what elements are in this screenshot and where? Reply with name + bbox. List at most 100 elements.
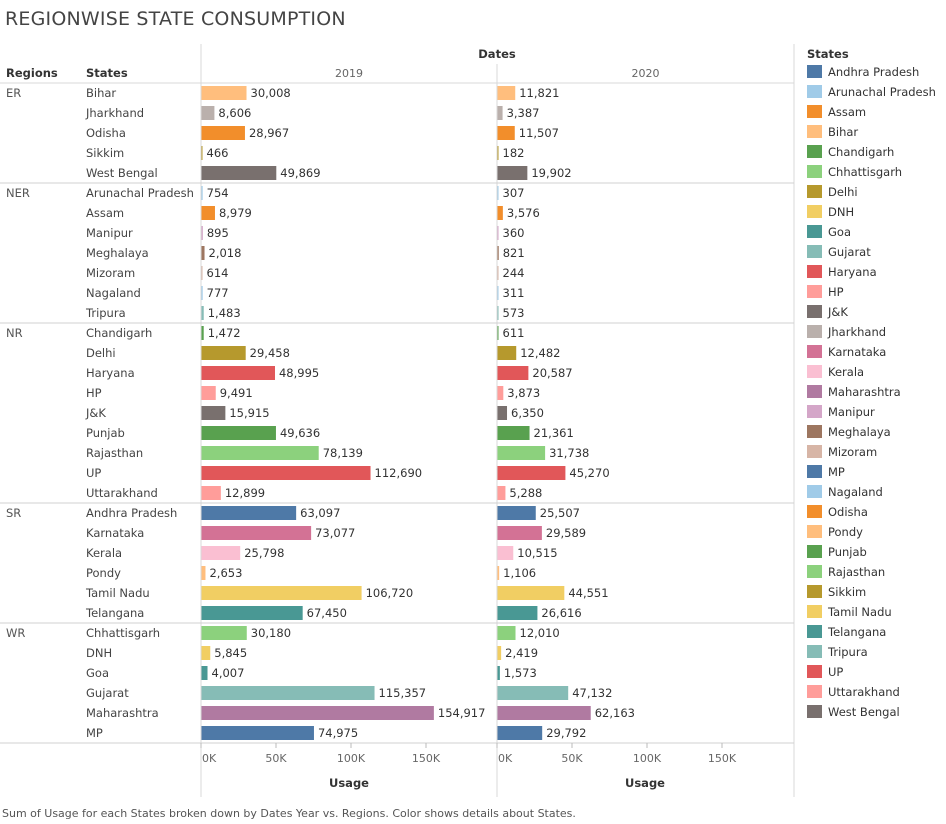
legend-item-bihar: Bihar — [828, 125, 858, 139]
value-label-tripura-2019: 1,483 — [208, 306, 241, 320]
bar-telangana-2019 — [201, 606, 303, 620]
legend-swatch-chandigarh — [807, 145, 822, 158]
bar-maharashtra-2019 — [201, 706, 434, 720]
legend-swatch-bihar — [807, 125, 822, 138]
state-label-uttarakhand: Uttarakhand — [86, 486, 158, 500]
legend-item-chandigarh: Chandigarh — [828, 145, 894, 159]
state-label-dnh: DNH — [86, 646, 112, 660]
bar-andhra-pradesh-2019 — [201, 506, 297, 520]
legend-item-assam: Assam — [828, 105, 866, 119]
bar-goa-2020 — [497, 666, 500, 680]
legend-swatch-uttarakhand — [807, 685, 822, 698]
value-label-tripura-2020: 573 — [503, 306, 525, 320]
bar-bihar-2019 — [201, 86, 247, 100]
legend-swatch-karnataka — [807, 345, 822, 358]
bar-gujarat-2020 — [497, 686, 569, 700]
state-label-haryana: Haryana — [86, 366, 135, 380]
value-label-haryana-2020: 20,587 — [532, 366, 572, 380]
legend-item-andhra-pradesh: Andhra Pradesh — [828, 65, 919, 79]
legend-item-up: UP — [828, 665, 843, 679]
value-label-arunachal-pradesh-2019: 754 — [207, 186, 229, 200]
value-label-sikkim-2020: 182 — [503, 146, 525, 160]
bar-sikkim-2019 — [201, 146, 203, 160]
value-label-maharashtra-2019: 154,917 — [438, 706, 486, 720]
value-label-bihar-2020: 11,821 — [519, 86, 559, 100]
x-tick-label-2019-1: 50K — [265, 752, 287, 765]
x-tick-label-2019-0: 0K — [202, 752, 217, 765]
value-label-rajasthan-2019: 78,139 — [323, 446, 363, 460]
value-label-andhra-pradesh-2019: 63,097 — [300, 506, 340, 520]
legend-swatch-punjab — [807, 545, 822, 558]
legend-item-uttarakhand: Uttarakhand — [828, 685, 900, 699]
state-label-nagaland: Nagaland — [86, 286, 141, 300]
legend-item-mp: MP — [828, 465, 845, 479]
legend-swatch-rajasthan — [807, 565, 822, 578]
value-label-goa-2019: 4,007 — [212, 666, 245, 680]
value-label-punjab-2019: 49,636 — [280, 426, 320, 440]
value-label-kerala-2019: 25,798 — [244, 546, 284, 560]
value-label-meghalaya-2019: 2,018 — [209, 246, 242, 260]
legend-swatch-assam — [807, 105, 822, 118]
legend-item-tripura: Tripura — [827, 645, 868, 659]
x-tick-label-2020-3: 150K — [708, 752, 737, 765]
state-label-goa: Goa — [86, 666, 109, 680]
state-label-mizoram: Mizoram — [86, 266, 135, 280]
bar-mp-2019 — [201, 726, 314, 740]
legend-swatch-kerala — [807, 365, 822, 378]
legend-item-rajasthan: Rajasthan — [828, 565, 885, 579]
legend-swatch-arunachal-pradesh — [807, 85, 822, 98]
bar-chandigarh-2019 — [201, 326, 204, 340]
legend-item-pondy: Pondy — [828, 525, 863, 539]
year-header-2020: 2020 — [632, 67, 660, 80]
value-label-manipur-2020: 360 — [503, 226, 525, 240]
legend-item-odisha: Odisha — [828, 505, 868, 519]
region-label-ner: NER — [6, 186, 30, 200]
value-label-jandk-2020: 6,350 — [511, 406, 544, 420]
legend-item-maharashtra: Maharashtra — [828, 385, 901, 399]
bar-andhra-pradesh-2020 — [497, 506, 536, 520]
bar-meghalaya-2019 — [201, 246, 205, 260]
value-label-mizoram-2019: 614 — [207, 266, 229, 280]
bar-manipur-2019 — [201, 226, 203, 240]
legend-swatch-jandk — [807, 305, 822, 318]
bar-bihar-2020 — [497, 86, 516, 100]
legend-swatch-gujarat — [807, 245, 822, 258]
legend-item-goa: Goa — [828, 225, 851, 239]
bar-up-2020 — [497, 466, 566, 480]
bar-mizoram-2019 — [201, 266, 203, 280]
region-label-wr: WR — [6, 626, 25, 640]
state-label-delhi: Delhi — [86, 346, 116, 360]
region-label-sr: SR — [6, 506, 21, 520]
legend-swatch-hp — [807, 285, 822, 298]
bar-dnh-2020 — [497, 646, 502, 660]
bar-haryana-2020 — [497, 366, 529, 380]
value-label-mp-2020: 29,792 — [546, 726, 586, 740]
bar-pondy-2019 — [201, 566, 206, 580]
value-label-odisha-2020: 11,507 — [519, 126, 559, 140]
state-label-jharkhand: Jharkhand — [85, 106, 144, 120]
bar-rajasthan-2020 — [497, 446, 546, 460]
bar-up-2019 — [201, 466, 371, 480]
bar-goa-2019 — [201, 666, 208, 680]
value-label-pondy-2020: 1,106 — [503, 566, 536, 580]
legend-swatch-andhra-pradesh — [807, 65, 822, 78]
state-label-chandigarh: Chandigarh — [86, 326, 152, 340]
row-header-states: States — [86, 66, 128, 80]
legend-swatch-meghalaya — [807, 425, 822, 438]
bar-tripura-2019 — [201, 306, 204, 320]
bar-chandigarh-2020 — [497, 326, 499, 340]
state-label-karnataka: Karnataka — [86, 526, 144, 540]
bar-odisha-2019 — [201, 126, 245, 140]
value-label-delhi-2019: 29,458 — [250, 346, 290, 360]
legend-swatch-maharashtra — [807, 385, 822, 398]
bar-odisha-2020 — [497, 126, 515, 140]
x-tick-label-2020-1: 50K — [561, 752, 583, 765]
legend-swatch-manipur — [807, 405, 822, 418]
bar-telangana-2020 — [497, 606, 538, 620]
value-label-karnataka-2019: 73,077 — [315, 526, 355, 540]
region-label-nr: NR — [6, 326, 23, 340]
legend-swatch-goa — [807, 225, 822, 238]
value-label-sikkim-2019: 466 — [207, 146, 229, 160]
legend-item-jandk: J&K — [827, 305, 848, 319]
legend-item-arunachal-pradesh: Arunachal Pradesh — [828, 85, 936, 99]
